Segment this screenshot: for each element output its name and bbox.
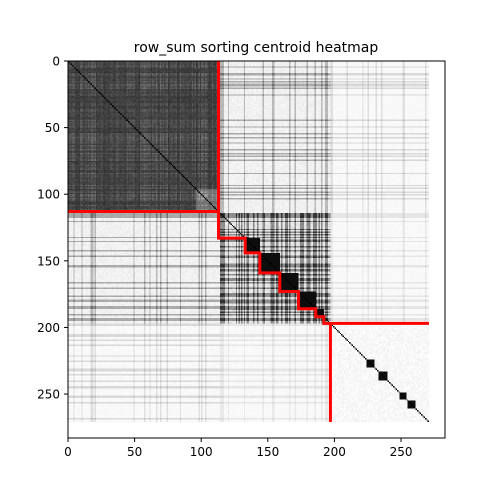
x-tick-label: 200 (323, 445, 346, 459)
y-tick-label: 150 (37, 254, 60, 268)
y-tick-label: 200 (37, 321, 60, 335)
x-axis: 0 50 100 150 200 250 (64, 438, 412, 459)
x-tick-label: 150 (256, 445, 279, 459)
x-tick-label: 250 (390, 445, 413, 459)
y-tick-label: 0 (52, 55, 60, 69)
x-tick-label: 0 (64, 445, 72, 459)
plot-frame (67, 60, 446, 439)
boundary-staircase (217, 211, 331, 325)
chart-title: row_sum sorting centroid heatmap (134, 40, 379, 56)
heatmap-cells (68, 61, 430, 423)
y-tick-label: 250 (37, 388, 60, 402)
y-axis: 0 50 100 150 200 250 (37, 55, 68, 402)
heatmap-image (68, 61, 430, 423)
x-tick-label: 100 (190, 445, 213, 459)
y-tick-label: 100 (37, 188, 60, 202)
y-tick-label: 50 (45, 121, 60, 135)
cluster-boundary-lines (68, 61, 430, 423)
x-tick-label: 50 (127, 445, 142, 459)
